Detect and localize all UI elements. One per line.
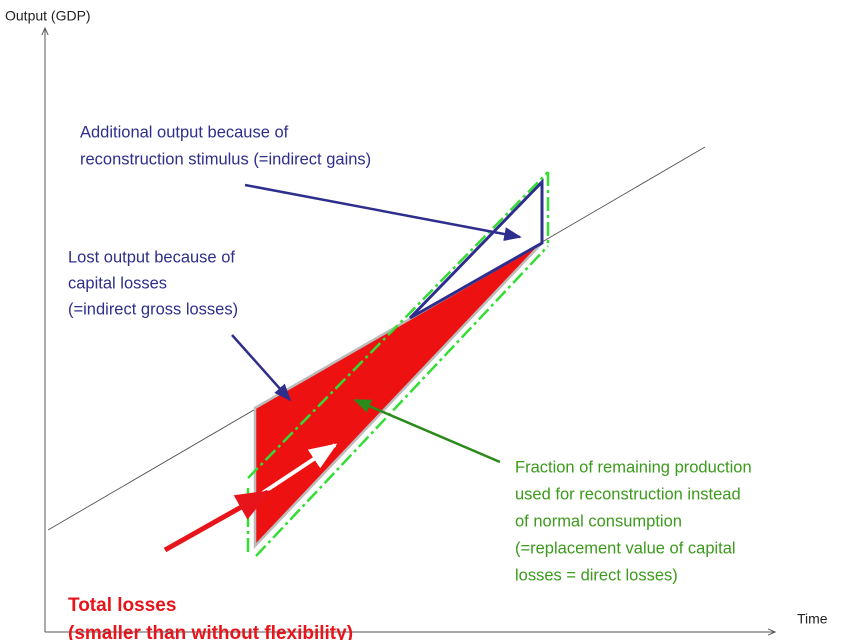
annotation-line: Fraction of remaining production [515, 458, 752, 476]
gain-arrow [244, 183, 522, 241]
annotation-line: (smaller than without flexibility) [68, 623, 353, 640]
annotation-line: capital losses [68, 274, 167, 292]
annotation-line: Additional output because of [80, 123, 289, 141]
x-axis-label: Time [797, 611, 828, 627]
annotation-line: used for reconstruction instead [515, 485, 741, 503]
annotation-line: reconstruction stimulus (=indirect gains… [80, 150, 371, 168]
annotation-line: Lost output because of [68, 248, 235, 266]
indirect-loss-arrow [231, 334, 292, 402]
loss-area [253, 241, 543, 550]
annotation-line: (=replacement value of capital [515, 539, 736, 557]
flex-arrow [256, 443, 338, 498]
gain-triangle [408, 178, 544, 320]
annotation-line: losses = direct losses) [515, 566, 678, 584]
annotation-line: (=indirect gross losses) [68, 300, 238, 318]
annotation-line: of normal consumption [515, 512, 682, 530]
annotation-line: Total losses [68, 595, 176, 616]
y-axis-label: Output (GDP) [5, 8, 91, 24]
direct-loss-arrow [353, 398, 501, 464]
total-loss-arrow [163, 489, 272, 553]
